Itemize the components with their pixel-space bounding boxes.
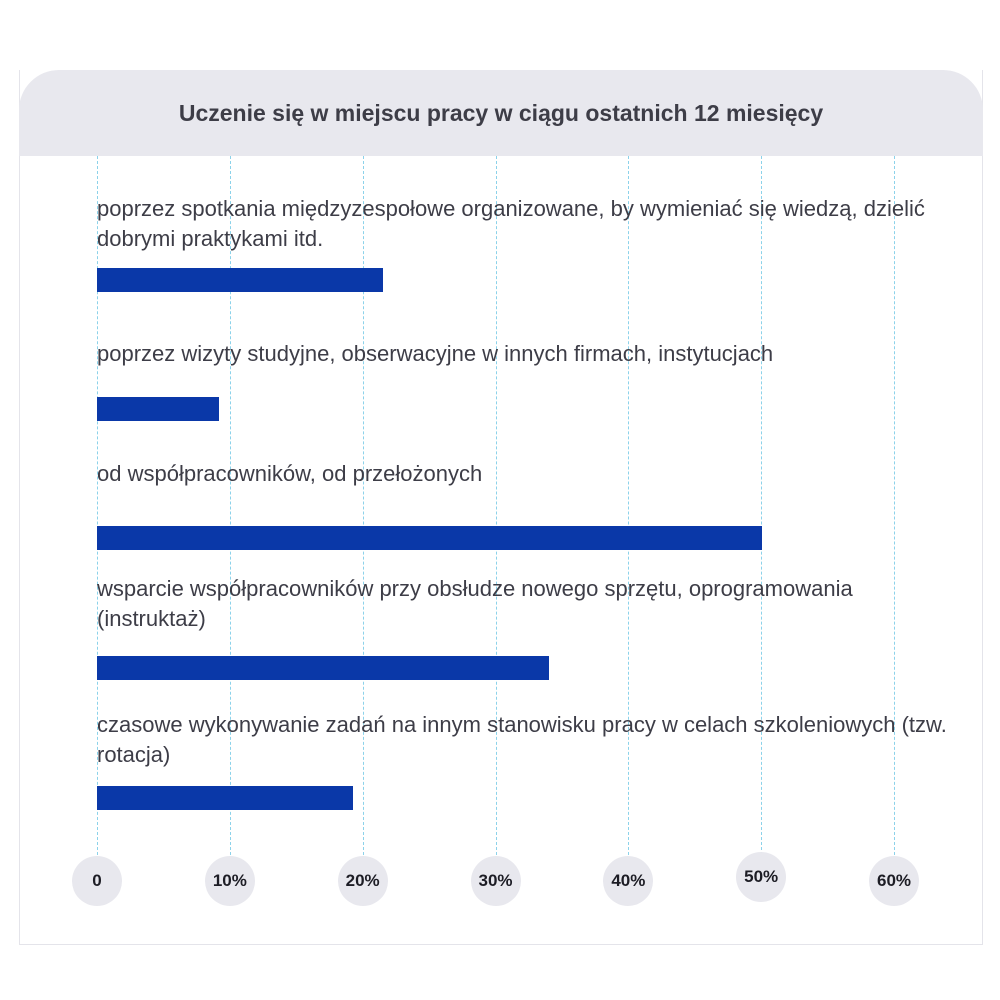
category-label-1: poprzez spotkania międzyzespołowe organi… (97, 196, 925, 251)
category-label-5: czasowe wykonywanie zadań na innym stano… (97, 712, 947, 767)
bar-1 (97, 268, 383, 292)
tick-label-40: 40% (603, 856, 654, 906)
bar-5 (97, 786, 354, 810)
chart-title: Uczenie się w miejscu pracy w ciągu osta… (178, 99, 824, 126)
tick-label-50: 50% (736, 852, 787, 902)
gridline-0 (97, 156, 98, 860)
gridline-20 (362, 156, 364, 860)
gridline-30 (495, 156, 497, 860)
category-label-4: wsparcie współpracowników przy obsłudze … (97, 576, 853, 631)
gridline-50 (761, 156, 763, 860)
bar-3 (97, 526, 763, 550)
tick-label-10: 10% (204, 856, 255, 906)
category-label-2: poprzez wizyty studyjne, obserwacyjne w … (97, 341, 774, 366)
gridline-60 (894, 156, 895, 860)
tick-label-0: 0 (72, 856, 122, 906)
tick-label-60: 60% (869, 856, 919, 906)
tick-label-20: 20% (337, 856, 388, 906)
chart-header (19, 70, 983, 156)
bar-2 (97, 397, 220, 421)
tick-label-30: 30% (470, 856, 521, 906)
gridline-40 (628, 156, 630, 860)
category-label-3: od współpracowników, od przełożonych (97, 461, 483, 486)
gridline-10 (229, 156, 231, 860)
bar-4 (97, 656, 549, 680)
